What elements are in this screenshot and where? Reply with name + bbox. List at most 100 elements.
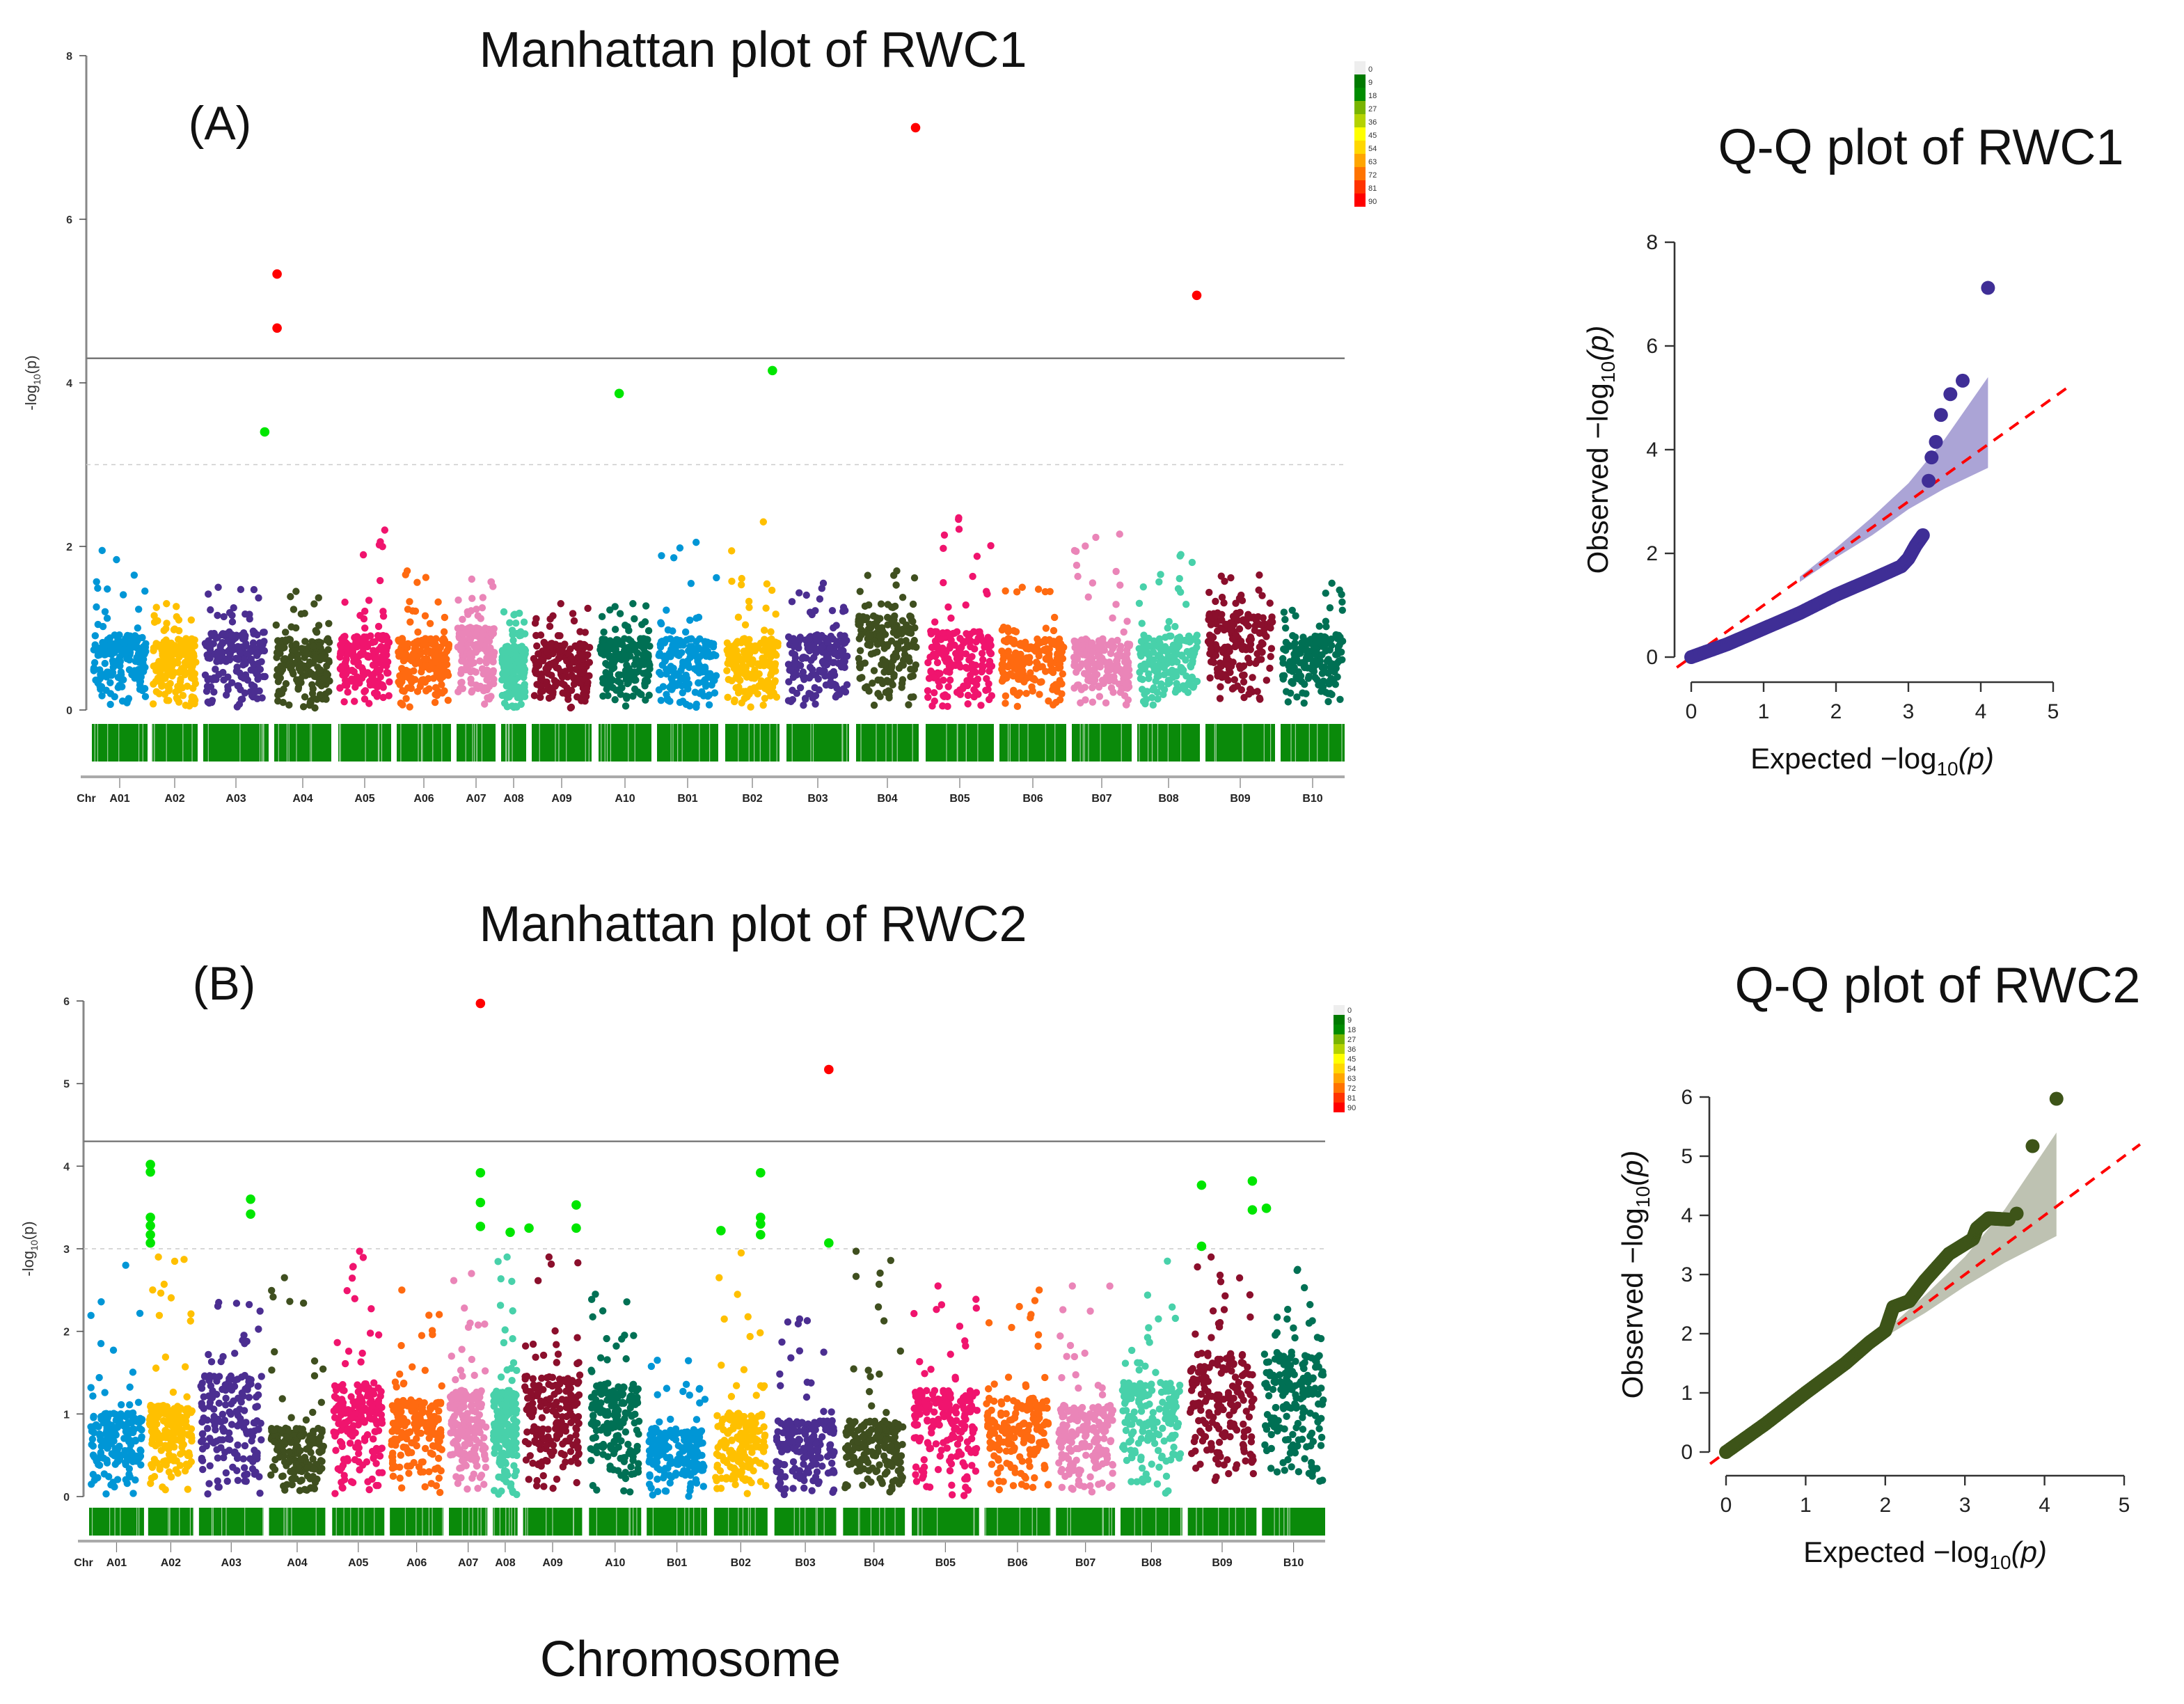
snp-point	[936, 670, 944, 677]
snp-point	[421, 612, 429, 620]
snp-point	[165, 1468, 173, 1476]
snp-point	[511, 645, 519, 653]
snp-point	[1137, 638, 1146, 645]
snp-point	[171, 1257, 179, 1265]
snp-point	[306, 660, 313, 668]
snp-point	[359, 669, 367, 677]
snp-point	[877, 676, 885, 684]
snp-point	[839, 640, 848, 647]
snp-point	[751, 666, 759, 674]
snp-point	[251, 688, 259, 696]
y-tick-label: 4	[66, 378, 72, 390]
snp-point	[254, 659, 262, 668]
snp-point	[1280, 608, 1288, 616]
qq-b-title: Q-Q plot of RWC2	[1735, 958, 2141, 1013]
snp-point	[687, 648, 695, 656]
snp-point	[1222, 620, 1230, 629]
snp-point	[205, 1480, 213, 1488]
snp-point	[1231, 676, 1238, 684]
snp-point	[317, 1398, 326, 1406]
snp-point	[1089, 684, 1096, 692]
chromosome-top-snp-point	[759, 518, 768, 526]
chromosome-A04-points	[272, 587, 333, 712]
snp-point	[1247, 645, 1255, 654]
snp-point	[739, 688, 747, 695]
snp-point	[713, 574, 720, 582]
legend-swatch	[1354, 167, 1366, 180]
snp-point	[967, 677, 975, 685]
snp-point	[567, 703, 576, 711]
snp-point	[881, 661, 889, 670]
snp-density-block	[1072, 724, 1132, 762]
chromosome-B05-points	[924, 514, 996, 711]
snp-point	[1338, 598, 1346, 606]
chromosome-label: B04	[877, 793, 897, 805]
snp-point	[1105, 677, 1114, 685]
snp-point	[1084, 593, 1092, 601]
snp-point	[98, 692, 106, 700]
snp-point	[1244, 654, 1252, 662]
snp-point	[1282, 688, 1290, 695]
snp-point	[256, 1307, 264, 1315]
snp-point	[644, 626, 653, 635]
snp-point	[1188, 558, 1196, 567]
snp-point	[772, 610, 780, 618]
snp-point	[1145, 634, 1153, 642]
snp-point	[120, 639, 128, 647]
snp-point	[180, 1256, 188, 1263]
snp-point	[108, 640, 116, 647]
snp-point	[248, 681, 255, 689]
snp-point	[1224, 661, 1231, 669]
snp-point	[292, 624, 300, 632]
y-tick-label: 3	[63, 1244, 70, 1256]
snp-point	[1217, 572, 1225, 580]
snp-point	[728, 577, 736, 585]
snp-point	[858, 674, 866, 681]
snp-point	[1045, 645, 1054, 653]
qq-y-axis-label-sub: 10	[1597, 361, 1619, 383]
legend-label: 54	[1368, 145, 1377, 153]
snp-point	[189, 684, 197, 692]
snp-point	[740, 647, 747, 655]
snp-point	[978, 649, 986, 657]
snp-point	[469, 667, 477, 675]
snp-point	[182, 1417, 190, 1425]
snp-point	[1021, 638, 1029, 646]
snp-point	[986, 639, 994, 647]
snp-point	[1221, 643, 1229, 652]
snp-point	[153, 661, 161, 670]
snp-point	[1003, 671, 1011, 679]
snp-point	[131, 632, 139, 640]
snp-point	[1301, 663, 1308, 672]
snp-point	[228, 1382, 235, 1391]
snp-point	[241, 1477, 249, 1485]
snp-point	[1281, 615, 1289, 624]
snp-point	[1050, 626, 1058, 635]
snp-point	[1002, 692, 1010, 700]
snp-point	[338, 663, 346, 670]
snp-point	[979, 636, 987, 645]
snp-point	[372, 654, 380, 662]
snp-point	[962, 650, 970, 658]
snp-point	[553, 679, 561, 686]
snp-point	[578, 641, 586, 649]
snp-point	[861, 602, 869, 610]
snp-point	[126, 1426, 134, 1435]
snp-point	[828, 606, 837, 615]
snp-point	[944, 603, 952, 611]
snp-point	[90, 658, 99, 667]
snp-point	[383, 651, 390, 659]
snp-point	[219, 630, 227, 638]
snp-point	[985, 661, 993, 669]
snp-point	[95, 1373, 103, 1382]
chromosome-label: B02	[742, 793, 762, 805]
snp-point	[309, 1455, 317, 1463]
snp-point	[337, 648, 345, 656]
snp-point	[1070, 546, 1079, 555]
snp-point	[999, 623, 1008, 631]
snp-point	[169, 1388, 177, 1396]
snp-point	[1256, 629, 1263, 637]
legend-swatch	[1354, 141, 1366, 154]
chromosome-B08-points	[1135, 551, 1201, 709]
